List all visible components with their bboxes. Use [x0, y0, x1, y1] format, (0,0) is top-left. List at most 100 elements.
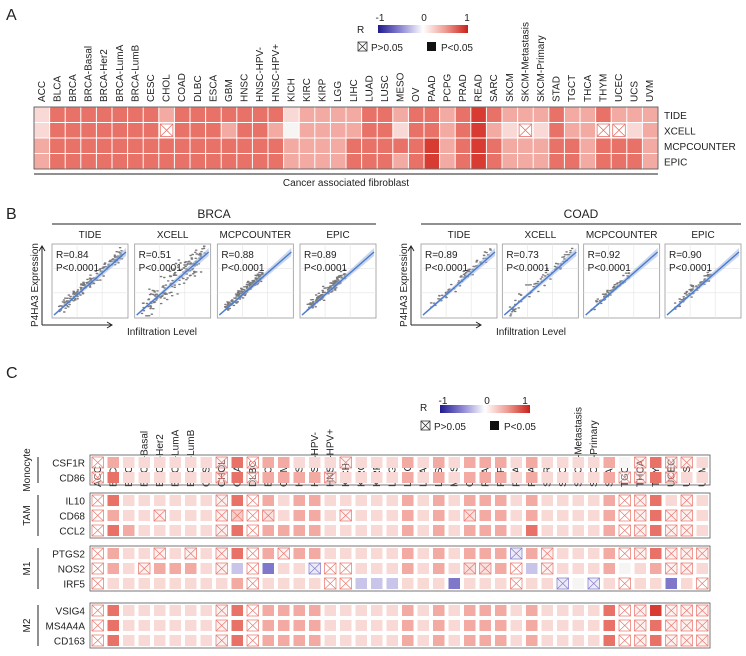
c-col-label-skcm-primary: SKCM-Primary	[589, 420, 600, 487]
a-col-label-dlbc: DLBC	[193, 75, 204, 102]
c-cell	[417, 578, 429, 589]
c-row-label-cd68: CD68	[59, 512, 85, 523]
a-cell	[377, 154, 393, 169]
a-col-label-brca-lumb: BRCA-LumB	[130, 44, 141, 102]
a-cell	[549, 138, 564, 153]
a-col-label-kirc: KIRC	[302, 78, 313, 102]
c-cell-ns-cross	[246, 524, 259, 537]
a-cell	[112, 123, 128, 138]
c-cell	[262, 620, 274, 631]
a-cell	[50, 107, 65, 122]
c-cell	[138, 525, 150, 536]
c-cell	[309, 605, 321, 616]
c-cell	[448, 548, 460, 559]
a-cell	[440, 154, 455, 169]
c-cell	[386, 635, 398, 646]
a-cell	[174, 138, 190, 153]
c-cell	[200, 635, 212, 646]
a-cell	[190, 123, 206, 138]
c-cell	[262, 563, 274, 574]
a-cell	[393, 123, 408, 138]
a-cell	[642, 107, 658, 122]
a-row-label-epic: EPIC	[664, 157, 687, 168]
c-cell	[464, 472, 476, 483]
c-cell	[557, 472, 569, 483]
a-cell	[96, 154, 112, 169]
a-col-label-brca-luma: BRCA-LumA	[115, 44, 126, 102]
c-cell	[371, 457, 383, 468]
c-cell	[185, 457, 197, 468]
c-cell	[324, 457, 336, 468]
c-cell	[417, 472, 429, 483]
c-row-label-vsig4: VSIG4	[56, 607, 86, 618]
c-cell-ns-cross	[680, 509, 693, 522]
a-cell	[408, 154, 424, 169]
c-cell	[293, 578, 305, 589]
c-cell	[541, 620, 553, 631]
c-cell	[402, 578, 414, 589]
c-cell	[665, 495, 677, 506]
c-cell	[309, 635, 321, 646]
c-cell	[386, 525, 398, 536]
c-cell	[386, 620, 398, 631]
c-cell-ns-cross	[246, 509, 259, 522]
c-cell	[200, 578, 212, 589]
legend-a-ns-label: P>0.05	[371, 43, 403, 54]
a-cell	[596, 107, 611, 122]
c-cell	[572, 620, 584, 631]
c-cell	[650, 472, 662, 483]
c-cell-ns-cross	[246, 456, 259, 469]
a-cell	[237, 107, 252, 122]
a-col-label-thca: THCA	[583, 74, 594, 102]
a-cell	[143, 138, 159, 153]
a-cell	[346, 107, 362, 122]
c-cell	[154, 635, 166, 646]
a-cell	[174, 154, 190, 169]
a-cell-ns-cross	[160, 123, 174, 137]
a-cell	[221, 123, 237, 138]
c-cell	[138, 457, 150, 468]
c-cell-ns-cross	[138, 562, 151, 575]
legend-a-sig-label: P<0.05	[441, 43, 473, 54]
c-group-frame	[89, 492, 711, 539]
b-fit-line	[422, 251, 496, 316]
c-cell	[355, 578, 367, 589]
a-cell	[252, 138, 268, 153]
c-cell-ns-cross	[215, 494, 228, 507]
c-row-label-cd163: CD163	[54, 637, 86, 648]
c-cell	[541, 472, 553, 483]
a-cell	[330, 138, 346, 153]
c-cell	[448, 457, 460, 468]
c-cell-ns-cross	[91, 577, 104, 590]
c-cell-ns-cross	[246, 634, 259, 647]
c-group-frame	[89, 454, 711, 486]
a-col-label-kirp: KIRP	[318, 78, 329, 102]
c-cell	[603, 472, 615, 483]
c-cell	[278, 620, 290, 631]
b-method-title: TIDE	[79, 230, 102, 241]
c-cell-ns-cross	[215, 604, 228, 617]
b-xlabel: Infiltration Level	[496, 327, 566, 338]
c-cell	[123, 548, 135, 559]
c-cell	[185, 563, 197, 574]
c-cell-ns-cross	[91, 619, 104, 632]
a-cell	[455, 138, 471, 153]
a-cell	[268, 107, 284, 122]
a-cell	[268, 138, 284, 153]
c-cell-ns-cross	[91, 509, 104, 522]
a-cell	[268, 154, 284, 169]
c-group-label: TAM	[22, 505, 33, 525]
c-cell	[355, 495, 367, 506]
c-cell	[293, 635, 305, 646]
b-group-brca: BRCA TIDE R=0.84 P<0.0001 XCELL R=0.51 P<0.000…	[30, 207, 377, 338]
c-cell	[650, 605, 662, 616]
c-cell-ns-cross	[153, 547, 166, 560]
c-cell	[231, 563, 243, 574]
c-cell-ns-cross	[215, 619, 228, 632]
c-cell-ns-cross	[91, 634, 104, 647]
a-cell	[284, 138, 299, 153]
b-group-title: COAD	[564, 207, 599, 221]
c-cell-ns-cross	[463, 509, 476, 522]
a-cell	[471, 123, 486, 138]
a-cell	[315, 107, 330, 122]
